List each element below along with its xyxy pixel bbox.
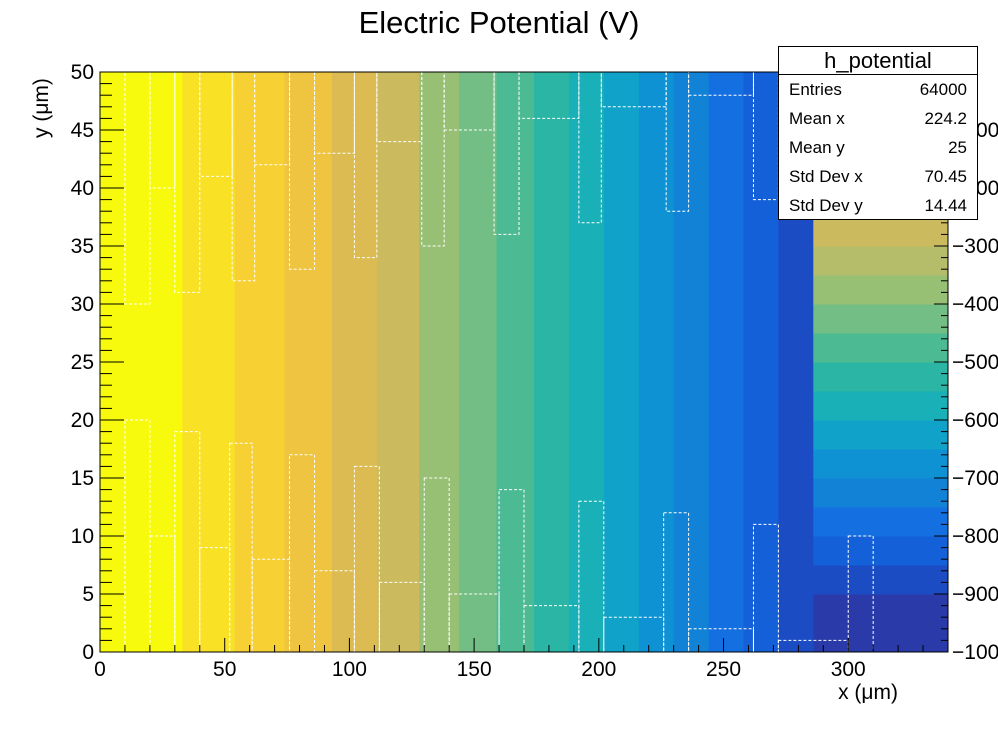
potential-band <box>568 72 605 652</box>
y-tick-label: 30 <box>71 293 94 316</box>
z-tick-label: −900 <box>952 583 998 606</box>
z-tick-label: −800 <box>952 525 998 548</box>
stats-box: h_potential Entries 64000 Mean x 224.2 M… <box>778 46 978 220</box>
stats-label: Std Dev x <box>789 167 863 186</box>
y-axis-label: y (μm) <box>30 78 53 138</box>
y-tick-label: 35 <box>71 235 94 258</box>
y-tick-label: 5 <box>82 583 94 606</box>
potential-band <box>603 72 640 652</box>
x-tick-label: 300 <box>831 658 866 681</box>
y-tick-label: 20 <box>71 409 94 432</box>
x-tick-label: 0 <box>94 658 106 681</box>
electrode-bottom <box>289 454 315 653</box>
y-tick-label: 25 <box>71 351 94 374</box>
palette-level <box>813 507 949 537</box>
palette-level <box>813 565 949 595</box>
potential-band <box>708 72 744 652</box>
palette-level <box>813 449 949 479</box>
axes: 0 50 100 150 200 250 300 0 5 10 15 20 25 30 35 40 45 50 −1… <box>71 61 998 681</box>
y-tick-label: 50 <box>71 61 94 84</box>
stats-row-entries: Entries 64000 <box>779 75 977 104</box>
stats-value: 70.45 <box>924 167 967 186</box>
x-tick-label: 250 <box>706 658 741 681</box>
palette-level <box>813 391 949 421</box>
x-tick-label: 150 <box>457 658 492 681</box>
electrode-bottom <box>578 500 605 653</box>
palette-level <box>813 478 949 508</box>
y-tick-label: 15 <box>71 467 94 490</box>
potential-band <box>234 72 286 652</box>
z-tick-label: −300 <box>952 235 998 258</box>
electrode-bottom <box>498 489 525 653</box>
stats-label: Mean x <box>789 109 845 128</box>
chart-title: Electric Potential (V) <box>359 5 640 40</box>
palette-level <box>813 333 949 363</box>
stats-row-mean-y: Mean y 25 <box>779 133 977 162</box>
potential-band <box>182 72 236 652</box>
palette-level <box>813 217 949 247</box>
z-tick-label: −1000 <box>952 641 998 664</box>
potential-band <box>376 72 420 652</box>
palette-level <box>813 536 949 566</box>
potential-band <box>743 72 779 652</box>
y-tick-label: 45 <box>71 119 94 142</box>
potential-band <box>638 72 675 652</box>
electrode-bottom <box>523 605 580 653</box>
stats-row-mean-x: Mean x 224.2 <box>779 104 977 133</box>
electrode-bottom <box>353 465 380 653</box>
y-tick-label: 40 <box>71 177 94 200</box>
stats-label: Std Dev y <box>789 196 863 215</box>
z-tick-label: −400 <box>952 293 998 316</box>
palette-level <box>813 246 949 276</box>
z-tick-label: −600 <box>952 409 998 432</box>
stats-row-std-dev-y: Std Dev y 14.44 <box>779 191 977 220</box>
potential-band <box>673 72 710 652</box>
z-tick-label: −700 <box>952 467 998 490</box>
palette-level <box>813 594 949 653</box>
electrode-top <box>443 71 495 131</box>
x-axis-label: x (μm) <box>838 681 898 704</box>
stats-row-std-dev-x: Std Dev x 70.45 <box>779 162 977 191</box>
x-tick-label: 200 <box>581 658 616 681</box>
potential-band <box>284 72 333 652</box>
stats-value: 224.2 <box>924 109 967 128</box>
electrode-bottom <box>847 535 874 653</box>
stats-label: Entries <box>789 80 842 99</box>
stats-value: 25 <box>948 138 967 157</box>
x-tick-label: 50 <box>213 658 236 681</box>
y-tick-label: 10 <box>71 525 94 548</box>
stats-value: 64000 <box>919 80 967 99</box>
electrode-bottom <box>149 535 176 653</box>
palette-level <box>813 304 949 334</box>
y-tick-label: 0 <box>82 641 94 664</box>
potential-band <box>496 72 535 652</box>
palette-level <box>813 420 949 450</box>
x-tick-label: 100 <box>332 658 367 681</box>
stats-value: 14.44 <box>924 196 967 215</box>
palette-level <box>813 275 949 305</box>
stats-label: Mean y <box>789 138 845 157</box>
potential-band <box>459 72 498 652</box>
potential-band <box>419 72 460 652</box>
stats-title: h_potential <box>779 47 977 75</box>
potential-bands <box>100 72 814 652</box>
potential-band <box>533 72 570 652</box>
z-tick-label: −500 <box>952 351 998 374</box>
palette-level <box>813 362 949 392</box>
electrode-top <box>518 71 580 119</box>
